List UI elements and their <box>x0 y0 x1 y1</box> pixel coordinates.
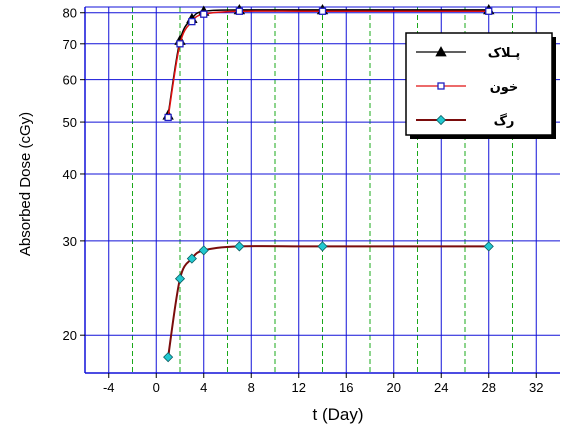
legend: پـلاک خون رگ <box>405 32 556 139</box>
data-point <box>483 241 494 252</box>
x-tick-label: 32 <box>529 380 543 395</box>
series-line <box>167 245 489 358</box>
y-tick-label: 70 <box>63 37 77 52</box>
legend-label: خون <box>490 80 519 95</box>
tick-labels: -4 0 4 8 12 16 20 24 28 32 20 30 40 50 60 70 80 <box>63 6 544 395</box>
legend-box <box>405 32 553 136</box>
x-tick-label: 0 <box>153 380 160 395</box>
y-tick-label: 30 <box>63 234 77 249</box>
x-tick-label: -4 <box>103 380 115 395</box>
legend-item: پـلاک <box>416 46 520 61</box>
y-tick-label: 40 <box>63 167 77 182</box>
data-point <box>235 7 244 15</box>
y-tick-label: 20 <box>63 328 77 343</box>
legend-item: رگ <box>416 112 514 129</box>
x-tick-label: 28 <box>482 380 496 395</box>
x-tick-label: 4 <box>200 380 207 395</box>
data-point <box>188 17 196 26</box>
x-axis-title: t (Day) <box>313 405 364 424</box>
data-point <box>317 241 328 252</box>
y-tick-label: 60 <box>63 73 77 88</box>
x-tick-label: 24 <box>434 380 448 395</box>
data-point <box>176 40 184 48</box>
series-layer <box>162 4 495 363</box>
data-point <box>318 7 327 15</box>
x-tick-label: 20 <box>387 380 401 395</box>
y-tick-label: 50 <box>63 115 77 130</box>
legend-label: پـلاک <box>488 46 521 61</box>
x-tick-label: 16 <box>339 380 353 395</box>
x-tick-label: 8 <box>248 380 255 395</box>
series-2 <box>164 7 493 122</box>
y-tick-label: 80 <box>63 6 77 21</box>
legend-label: رگ <box>494 112 515 129</box>
x-tick-label: 12 <box>292 380 306 395</box>
data-point <box>186 253 197 264</box>
series-3 <box>163 241 494 363</box>
data-point <box>485 7 493 15</box>
data-point <box>198 245 209 256</box>
legend-marker <box>437 82 445 90</box>
legend-item: خون <box>416 80 518 95</box>
data-point <box>163 352 174 363</box>
data-point <box>174 273 186 284</box>
data-point <box>164 113 172 122</box>
y-axis-title: Absorbed Dose (cGy) <box>17 112 34 256</box>
data-point <box>234 241 245 252</box>
legend-marker <box>435 114 447 126</box>
legend-marker <box>435 46 447 57</box>
data-point <box>200 10 208 18</box>
